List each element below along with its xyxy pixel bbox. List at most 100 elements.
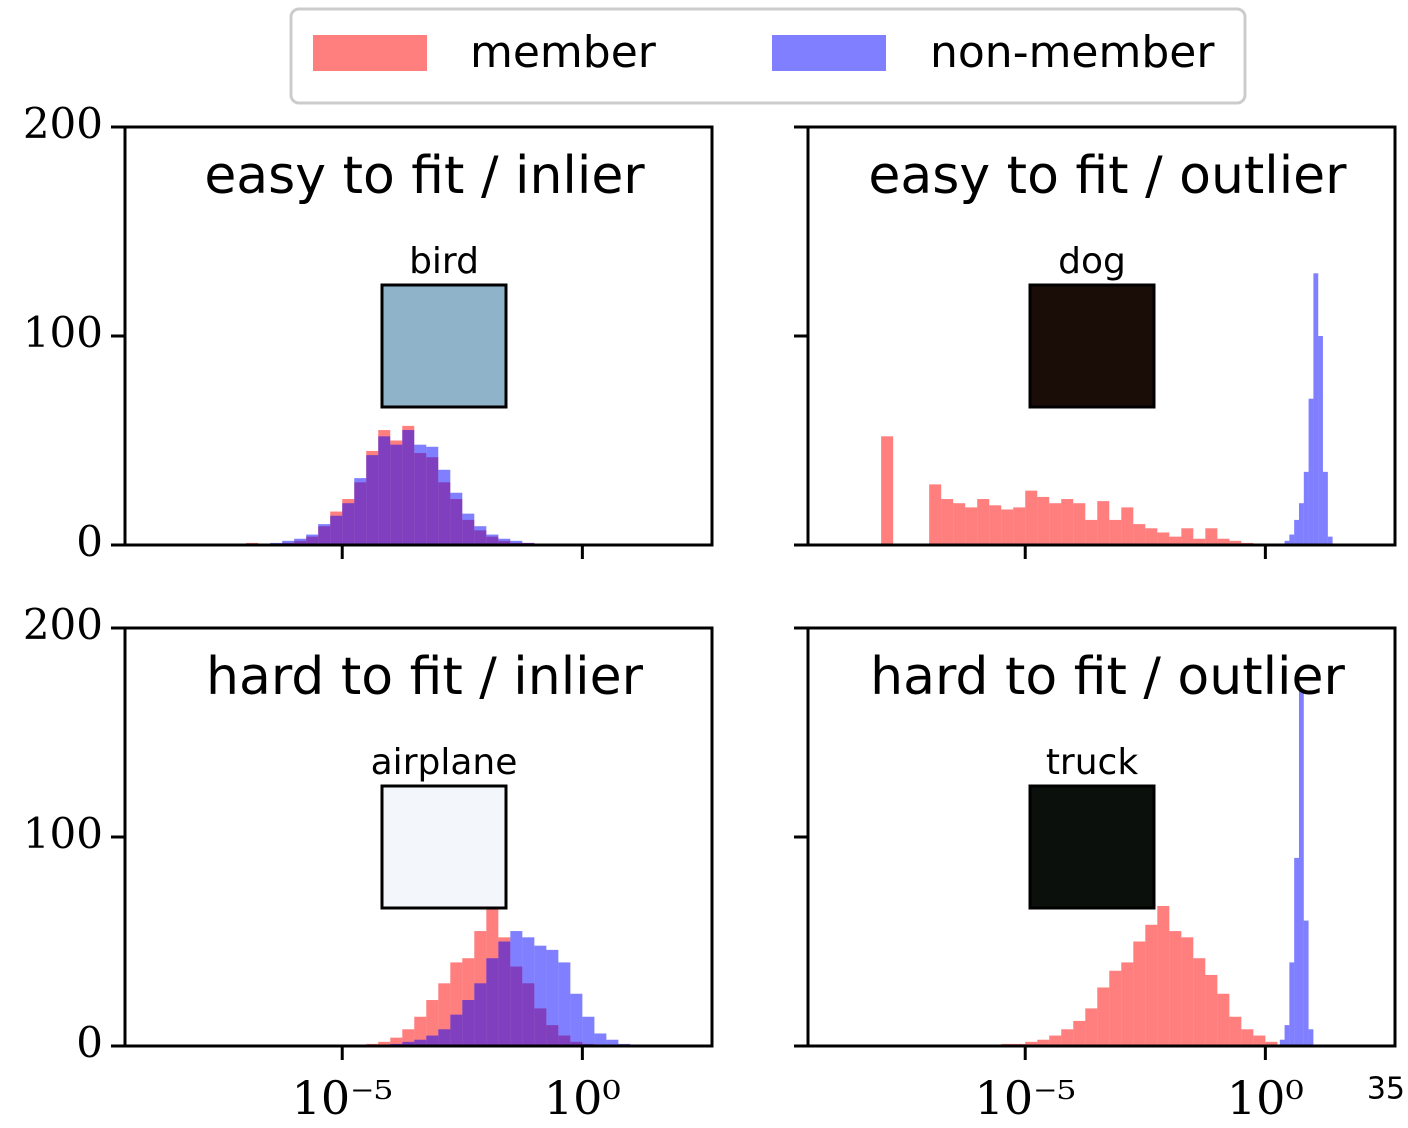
histogram-bar (1133, 942, 1145, 1047)
figure: member non-member 35 0 100 200 easy to fit … (0, 0, 1408, 1128)
histogram-bar (1001, 509, 1013, 545)
histogram-bar (414, 445, 426, 545)
histogram-bar (1181, 528, 1193, 545)
histogram-bar (881, 436, 893, 545)
histogram-bar (1133, 524, 1145, 545)
y-tick-label: 200 (23, 99, 103, 148)
histogram-bar (1205, 975, 1217, 1046)
histogram-bar (1037, 497, 1049, 545)
thumbnail (382, 285, 506, 407)
legend-swatch (772, 35, 886, 71)
histogram-bar (546, 950, 558, 1046)
histogram-bar (306, 535, 318, 545)
histogram-bar (366, 455, 378, 545)
histogram-bar (1061, 1029, 1073, 1046)
histogram-bar (450, 1015, 462, 1046)
image-label: dog (1058, 241, 1126, 282)
histogram-bar (1285, 1025, 1290, 1046)
histogram-bar (1085, 1008, 1097, 1046)
y-tick-label: 100 (23, 809, 103, 858)
histogram-bar (474, 983, 486, 1046)
histogram-bar (1229, 1017, 1241, 1046)
histogram-bar (1294, 520, 1299, 545)
histogram-bar (1061, 499, 1073, 545)
histogram-bar (1309, 1029, 1314, 1046)
histogram-bar (1304, 472, 1309, 545)
histogram-bar (1299, 503, 1304, 545)
histogram-bar (1304, 921, 1309, 1046)
histogram-bar (378, 436, 390, 545)
histogram-bar (582, 1017, 594, 1046)
page-number: 35 (1367, 1072, 1405, 1107)
x-tick-label: 10⁰ (1227, 1071, 1304, 1125)
histogram-bar (1169, 931, 1181, 1046)
thumbnail (1030, 285, 1154, 407)
histogram-bar (1145, 528, 1157, 545)
histogram-bar (510, 931, 522, 1046)
histogram-bar (1193, 958, 1205, 1046)
histogram-bar (318, 524, 330, 545)
thumbnail (1030, 786, 1154, 908)
histogram-bar (1299, 691, 1304, 1046)
y-tick-label: 200 (23, 600, 103, 649)
histogram-bar (570, 994, 582, 1046)
histogram-bar (594, 1033, 606, 1046)
histogram-bar (1289, 535, 1294, 545)
x-tick-label: 10⁰ (544, 1071, 621, 1125)
histogram-bar (1294, 858, 1299, 1046)
histogram-bar (438, 470, 450, 545)
histogram-bar (1289, 962, 1294, 1046)
histogram-bar (965, 507, 977, 545)
histogram-bar (1313, 273, 1318, 545)
panel-title: hard to fit / outlier (870, 647, 1345, 707)
histogram-bar (426, 447, 438, 545)
histogram-bar (1145, 925, 1157, 1046)
y-tick-label: 0 (76, 1018, 103, 1067)
histogram-bar (1157, 532, 1169, 545)
histogram-bar (1049, 503, 1061, 545)
histogram-bar (1318, 336, 1323, 545)
histogram-bar (1121, 962, 1133, 1046)
histogram-bar (1073, 1021, 1085, 1046)
histogram-bar (558, 962, 570, 1046)
histogram-bar (1181, 937, 1193, 1046)
histogram-bar (953, 503, 965, 545)
histogram-bar (977, 499, 989, 545)
image-label: bird (409, 241, 479, 282)
histogram-bar (1097, 987, 1109, 1046)
histogram-bar (1253, 1036, 1265, 1046)
histogram-bar (941, 499, 953, 545)
histogram-bar (1073, 503, 1085, 545)
histogram-bar (1121, 507, 1133, 545)
x-tick-label: 10⁻⁵ (975, 1071, 1076, 1125)
x-tick-label: 10⁻⁵ (292, 1071, 393, 1125)
histogram-bar (1085, 520, 1097, 545)
histogram-bar (929, 484, 941, 545)
histogram-bar (989, 505, 1001, 545)
legend-label: non-member (930, 27, 1215, 78)
panel-title: hard to fit / inlier (206, 647, 644, 707)
histogram-bar (354, 478, 366, 545)
legend-swatch (313, 35, 427, 71)
histogram-bar (1097, 501, 1109, 545)
histogram-bar (438, 1029, 450, 1046)
y-tick-label: 100 (23, 308, 103, 357)
histogram-bar (486, 958, 498, 1046)
histogram-bar (1309, 399, 1314, 545)
histogram-bar (534, 946, 546, 1046)
histogram-bar (498, 942, 510, 1047)
histogram-bar (462, 514, 474, 545)
histogram-bar (1241, 1029, 1253, 1046)
histogram-bar (450, 493, 462, 545)
histogram-bar (1323, 472, 1328, 545)
histogram-bar (402, 430, 414, 545)
histogram-bar (1049, 1036, 1061, 1046)
legend-label: member (470, 27, 657, 78)
image-label: truck (1046, 742, 1139, 783)
image-label: airplane (371, 742, 518, 783)
histogram-bar (486, 535, 498, 545)
y-tick-label: 0 (76, 517, 103, 566)
panel-title: easy to fit / inlier (204, 146, 645, 206)
histogram-bar (390, 445, 402, 545)
histogram-bar (522, 937, 534, 1046)
